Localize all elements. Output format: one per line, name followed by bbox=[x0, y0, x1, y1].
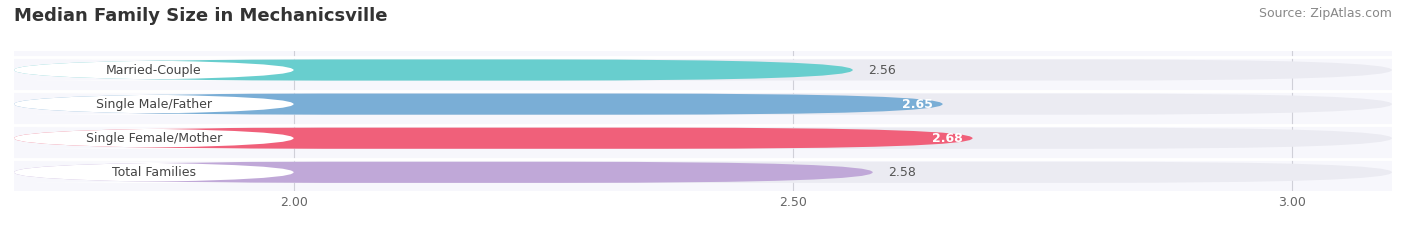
Text: 2.58: 2.58 bbox=[887, 166, 915, 179]
Text: 2.56: 2.56 bbox=[868, 64, 896, 76]
FancyBboxPatch shape bbox=[14, 93, 1392, 115]
Text: Single Female/Mother: Single Female/Mother bbox=[86, 132, 222, 145]
Text: 2.65: 2.65 bbox=[901, 98, 932, 111]
FancyBboxPatch shape bbox=[14, 162, 1392, 183]
Text: Source: ZipAtlas.com: Source: ZipAtlas.com bbox=[1258, 7, 1392, 20]
Text: Married-Couple: Married-Couple bbox=[105, 64, 201, 76]
FancyBboxPatch shape bbox=[0, 128, 323, 149]
FancyBboxPatch shape bbox=[14, 128, 1392, 149]
FancyBboxPatch shape bbox=[14, 162, 873, 183]
Text: 2.68: 2.68 bbox=[932, 132, 963, 145]
Text: Median Family Size in Mechanicsville: Median Family Size in Mechanicsville bbox=[14, 7, 388, 25]
Text: Total Families: Total Families bbox=[112, 166, 195, 179]
FancyBboxPatch shape bbox=[14, 93, 942, 115]
FancyBboxPatch shape bbox=[14, 59, 1392, 81]
FancyBboxPatch shape bbox=[0, 93, 323, 115]
FancyBboxPatch shape bbox=[14, 128, 973, 149]
FancyBboxPatch shape bbox=[0, 162, 323, 183]
FancyBboxPatch shape bbox=[0, 59, 323, 81]
FancyBboxPatch shape bbox=[14, 59, 853, 81]
Text: Single Male/Father: Single Male/Father bbox=[96, 98, 212, 111]
